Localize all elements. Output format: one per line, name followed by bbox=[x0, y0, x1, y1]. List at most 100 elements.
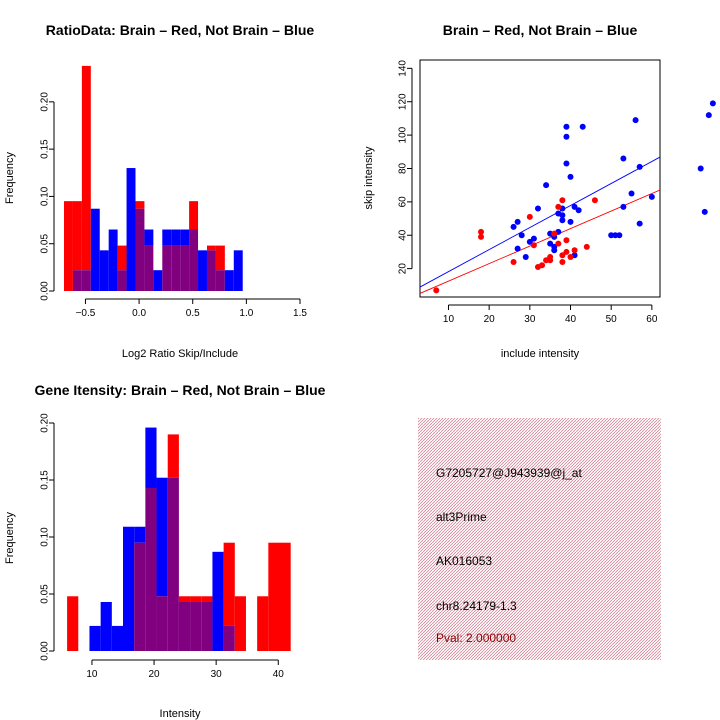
ratio-histogram-ylabel: Frequency bbox=[4, 152, 16, 204]
ratio-x-tick-label: 1.5 bbox=[293, 308, 307, 319]
scatter-point-not-brain bbox=[526, 238, 533, 245]
intensity-bar-not-brain bbox=[212, 551, 224, 651]
intensity-scatter-xlabel: include intensity bbox=[501, 348, 580, 360]
ratio-bar-not-brain bbox=[224, 270, 234, 291]
intensity-bar-overlap bbox=[223, 625, 235, 651]
gene-intensity-histogram-bars bbox=[67, 427, 291, 651]
scatter-point-not-brain bbox=[567, 173, 574, 180]
scatter-point-brain bbox=[559, 197, 566, 204]
scatter-point-not-brain bbox=[628, 190, 635, 197]
intensity-bar-overlap bbox=[178, 601, 191, 651]
scatter-point-not-brain bbox=[563, 123, 570, 130]
ratio-x-tick-label: 0.0 bbox=[132, 308, 146, 319]
intensity-y-tick-label: 0.20 bbox=[40, 413, 51, 433]
scatter-point-brain bbox=[530, 242, 537, 249]
scatter-point-not-brain bbox=[518, 232, 525, 239]
ratio-bar-not-brain bbox=[180, 229, 190, 246]
ratio-bar-overlap bbox=[206, 250, 216, 291]
scatter-x-tick-label: 60 bbox=[646, 314, 658, 325]
scatter-point-brain bbox=[478, 228, 485, 235]
scatter-point-not-brain bbox=[559, 212, 566, 219]
intensity-bar-not-brain bbox=[134, 526, 146, 543]
intensity-bar-not-brain bbox=[145, 427, 157, 488]
ratio-histogram-bars bbox=[64, 65, 243, 291]
scatter-point-brain bbox=[547, 257, 554, 264]
ratio-histogram-title: RatioData: Brain – Red, Not Brain – Blue bbox=[46, 22, 315, 38]
ratio-bar-overlap bbox=[144, 245, 154, 291]
scatter-point-not-brain bbox=[709, 100, 716, 107]
intensity-bar-brain bbox=[178, 596, 191, 602]
intensity-y-tick-label: 0.05 bbox=[40, 584, 51, 604]
intensity-bar-overlap bbox=[190, 601, 202, 651]
intensity-y-tick-label: 0.00 bbox=[40, 641, 51, 661]
scatter-x-tick-label: 20 bbox=[484, 314, 496, 325]
intensity-x-tick-label: 40 bbox=[273, 669, 285, 680]
gene-intensity-histogram-ylabel: Frequency bbox=[4, 512, 16, 564]
intensity-bar-overlap bbox=[145, 487, 157, 651]
scatter-point-not-brain bbox=[575, 207, 582, 214]
scatter-point-brain bbox=[555, 203, 562, 210]
scatter-point-not-brain bbox=[636, 163, 643, 170]
ratio-bar-overlap bbox=[117, 270, 127, 291]
scatter-point-not-brain bbox=[559, 217, 566, 224]
ratio-bar-not-brain bbox=[198, 250, 207, 291]
ratio-x-tick-label: −0.5 bbox=[76, 308, 96, 319]
intensity-scatter-fit-lines bbox=[420, 156, 660, 294]
intensity-bar-brain bbox=[279, 542, 291, 651]
gene-intensity-histogram-xlabel: Intensity bbox=[160, 708, 201, 720]
ratio-bar-not-brain bbox=[233, 250, 243, 291]
ratio-bar-not-brain bbox=[99, 250, 109, 291]
intensity-bar-brain bbox=[190, 596, 202, 602]
scatter-point-brain bbox=[583, 243, 590, 250]
scatter-point-not-brain bbox=[616, 232, 623, 239]
gene-intensity-histogram: Gene Itensity: Brain – Red, Not Brain – … bbox=[4, 382, 326, 720]
ratio-bar-brain bbox=[135, 201, 145, 209]
scatter-point-not-brain bbox=[620, 203, 627, 210]
scatter-y-tick-label: 80 bbox=[398, 162, 409, 174]
scatter-y-tick-label: 60 bbox=[398, 196, 409, 208]
intensity-bar-brain bbox=[201, 596, 213, 602]
scatter-point-not-brain bbox=[551, 247, 558, 254]
ratio-bar-brain bbox=[81, 65, 91, 271]
scatter-x-tick-label: 40 bbox=[565, 314, 577, 325]
ratio-bar-brain bbox=[189, 201, 199, 230]
ratio-bar-not-brain bbox=[108, 229, 118, 291]
scatter-point-not-brain bbox=[632, 117, 639, 124]
event-type: alt3Prime bbox=[436, 510, 487, 524]
ratio-bar-overlap bbox=[81, 270, 91, 291]
scatter-x-tick-label: 50 bbox=[606, 314, 618, 325]
scatter-point-not-brain bbox=[510, 223, 517, 230]
genomic-location: chr8.24179-1.3 bbox=[436, 599, 517, 613]
scatter-point-not-brain bbox=[579, 123, 586, 130]
scatter-point-not-brain bbox=[563, 160, 570, 167]
scatter-x-tick-label: 10 bbox=[443, 314, 455, 325]
intensity-bar-not-brain bbox=[111, 625, 123, 651]
scatter-point-brain bbox=[551, 230, 558, 237]
intensity-bar-not-brain bbox=[89, 625, 101, 651]
ratio-y-tick-label: 0.05 bbox=[40, 234, 51, 254]
ratio-bar-overlap bbox=[180, 245, 190, 291]
ratio-y-tick-label: 0.10 bbox=[40, 186, 51, 206]
scatter-point-not-brain bbox=[701, 208, 708, 215]
intensity-y-tick-label: 0.10 bbox=[40, 527, 51, 547]
scatter-point-not-brain bbox=[705, 112, 712, 119]
scatter-point-not-brain bbox=[543, 182, 550, 189]
scatter-point-brain bbox=[567, 253, 574, 260]
scatter-point-not-brain bbox=[547, 240, 554, 247]
scatter-fit-line-not-brain bbox=[420, 156, 660, 288]
intensity-bar-brain bbox=[167, 434, 179, 478]
ratio-bar-brain bbox=[117, 245, 127, 271]
scatter-point-brain bbox=[563, 248, 570, 255]
ratio-x-tick-label: 0.5 bbox=[186, 308, 200, 319]
intensity-y-tick-label: 0.15 bbox=[40, 470, 51, 490]
scatter-point-brain bbox=[559, 258, 566, 265]
scatter-point-brain bbox=[526, 213, 533, 220]
intensity-scatter-frame bbox=[419, 59, 661, 298]
scatter-point-brain bbox=[478, 233, 485, 240]
scatter-x-tick-label: 30 bbox=[524, 314, 536, 325]
scatter-y-tick-label: 100 bbox=[398, 126, 409, 143]
ratio-histogram-axes: −0.5 0.0 0.5 1.0 1.5 0.00 0.05 0.10 0.15 0.20 bbox=[40, 92, 308, 319]
ratio-bar-brain bbox=[215, 245, 225, 271]
scatter-point-brain bbox=[559, 252, 566, 259]
ratio-bar-overlap bbox=[189, 229, 199, 291]
